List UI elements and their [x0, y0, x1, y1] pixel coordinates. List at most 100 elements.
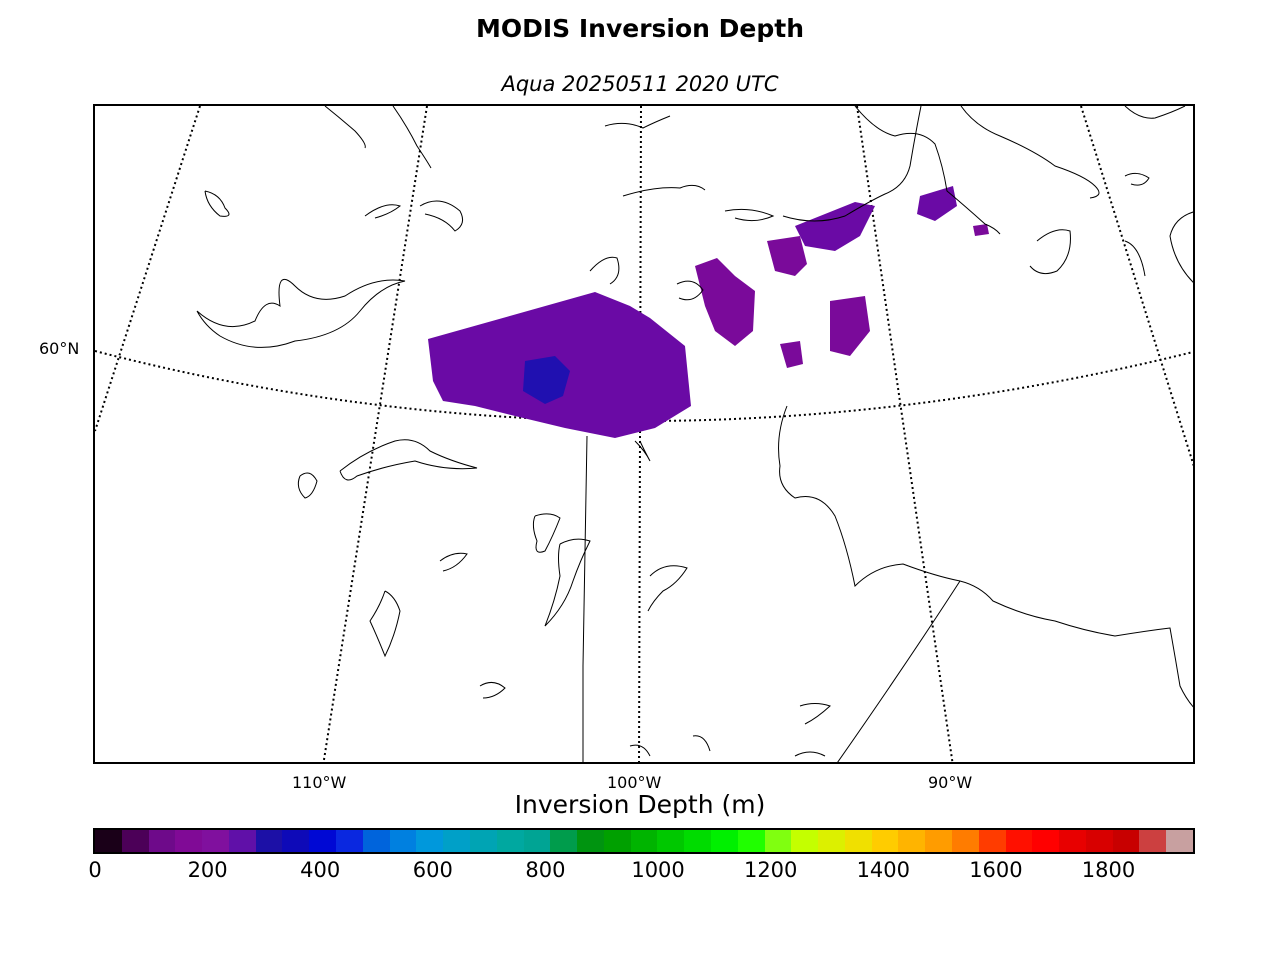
colorbar-tick-label: 800 [525, 858, 566, 882]
coast-nunavut [960, 106, 1100, 199]
coast-lake-small-11 [692, 735, 711, 752]
coast-lake-small-6 [647, 565, 688, 612]
colorbar-tick-label: 1600 [969, 858, 1023, 882]
colorbar-cell [175, 830, 203, 852]
coast-island-hudson [1029, 229, 1071, 275]
coast-east-2 [1124, 240, 1146, 277]
colorbar-cell [416, 830, 444, 852]
coast-island-3 [724, 208, 775, 222]
colorbar-cell [95, 830, 122, 852]
coast-lake-small-5 [369, 590, 401, 658]
colorbar-cell [1166, 830, 1193, 852]
colorbar-tick-label: 1200 [743, 858, 798, 882]
coast-lake-west [204, 190, 230, 217]
colorbar-cell [389, 830, 417, 852]
colorbar-cell [630, 830, 658, 852]
colorbar-tick-label: 1400 [856, 858, 911, 882]
coast-north-4 [622, 184, 706, 197]
coast-lake-small-1 [364, 204, 402, 219]
coast-lake-small-9 [794, 751, 826, 757]
colorbar-cell [362, 830, 390, 852]
colorbar-tick-label: 1800 [1081, 858, 1136, 882]
colorbar-cell [925, 830, 952, 852]
data-patch-ne [917, 186, 957, 221]
colorbar-cell [737, 830, 765, 852]
data-swath-dense [523, 356, 570, 404]
colorbar-cell [898, 830, 926, 852]
colorbar-cell [818, 830, 845, 852]
colorbar-cell [550, 830, 578, 852]
data-patch-tiny [973, 224, 989, 236]
figure-subtitle: Aqua 20250511 2020 UTC [501, 72, 779, 96]
colorbar-cell [684, 830, 711, 852]
colorbar-cell [952, 830, 979, 852]
meridian-100w [638, 106, 642, 762]
data-swath-north [795, 202, 875, 251]
colorbar-cell [657, 830, 685, 852]
data-patch-central [695, 258, 755, 346]
colorbar-cell [1005, 830, 1033, 852]
colorbar-tick-label: 600 [412, 858, 453, 882]
inversion-data [428, 186, 989, 438]
colorbar-cell [443, 830, 470, 852]
colorbar-cell [844, 830, 872, 852]
colorbar-cell [148, 830, 176, 852]
colorbar-tick-label: 400 [300, 858, 341, 882]
colorbar-cell [1139, 830, 1167, 852]
border-manitoba-saskatchewan [582, 435, 588, 762]
coast-lake-small-8 [799, 703, 831, 725]
meridian-110w [322, 106, 428, 762]
colorbar [93, 828, 1195, 854]
colorbar-cell [228, 830, 256, 852]
colorbar-cell [255, 830, 283, 852]
coastlines [196, 106, 1193, 762]
colorbar-cell [121, 830, 149, 852]
coast-north-3 [604, 115, 671, 129]
coast-hudson-bay-north [854, 106, 1001, 235]
lon-label-90w: 90°W [928, 773, 973, 792]
coast-great-slave-lake [196, 278, 406, 348]
coast-hudson-bay-south [778, 405, 1193, 708]
coast-hudson-bay-west [782, 106, 922, 222]
coast-island-east [1124, 172, 1150, 186]
coast-north-2 [392, 106, 432, 169]
coast-island-1 [589, 256, 620, 285]
colorbar-cell [336, 830, 363, 852]
colorbar-tick-label: 0 [88, 858, 102, 882]
colorbar-cell [469, 830, 497, 852]
coast-lake-small-2 [419, 200, 464, 232]
colorbar-cell [978, 830, 1006, 852]
colorbar-cell [871, 830, 899, 852]
coast-lake-small-12 [634, 440, 651, 462]
colorbar-cell [603, 830, 631, 852]
data-patch-small [780, 341, 803, 368]
coast-east [1169, 211, 1193, 283]
figure-title: MODIS Inversion Depth [475, 14, 805, 43]
border-manitoba-ontario [837, 580, 961, 762]
map-canvas [95, 106, 1193, 762]
colorbar-cell [202, 830, 229, 852]
colorbar-cell [577, 830, 604, 852]
colorbar-tick-label: 1000 [631, 858, 685, 882]
lon-label-100w: 100°W [607, 773, 662, 792]
meridian-90w [856, 106, 954, 762]
colorbar-label: Inversion Depth (m) [514, 790, 766, 819]
coast-north-1 [324, 106, 366, 149]
coast-reindeer-lake [532, 513, 561, 553]
colorbar-cell [1059, 830, 1086, 852]
meridian-120w [95, 106, 201, 432]
colorbar-cell [710, 830, 738, 852]
coast-lake-small-3 [297, 472, 318, 499]
coast-northeast [1124, 106, 1186, 119]
colorbar-cell [496, 830, 524, 852]
colorbar-tick-label: 200 [187, 858, 228, 882]
colorbar-cell [764, 830, 792, 852]
meridian-80w [1080, 106, 1193, 467]
colorbar-cell [791, 830, 819, 852]
colorbar-cell [1032, 830, 1060, 852]
colorbar-cell [523, 830, 551, 852]
coast-island-2 [676, 280, 704, 301]
colorbar-cell [282, 830, 310, 852]
lat-label-60n: 60°N [39, 339, 80, 358]
colorbar-cell [1085, 830, 1113, 852]
